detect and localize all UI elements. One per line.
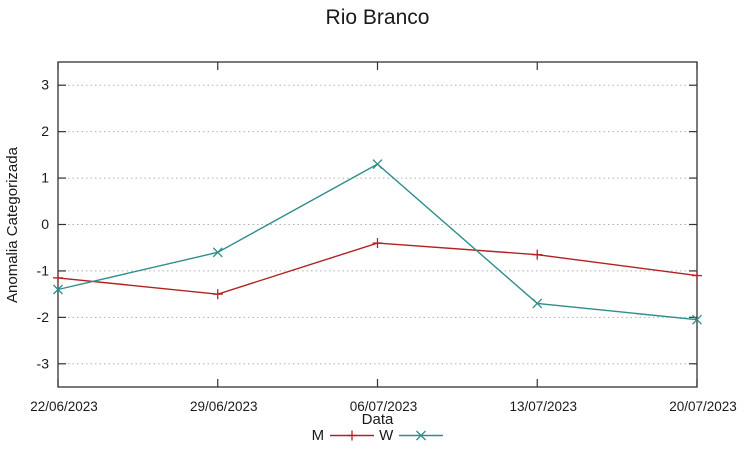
series-line-m xyxy=(57,242,698,295)
legend: M W xyxy=(0,427,752,444)
legend-label-w: W xyxy=(379,427,394,444)
ytick-label: 2 xyxy=(41,123,49,139)
ytick-label: 0 xyxy=(41,216,49,232)
xtick-label: 06/07/2023 xyxy=(350,399,418,414)
xtick-label: 13/07/2023 xyxy=(509,399,577,414)
xtick-label: 22/06/2023 xyxy=(30,399,98,414)
ytick-label: -1 xyxy=(37,262,50,278)
series-w-marker xyxy=(212,247,223,258)
series-w-marker xyxy=(372,159,383,170)
xtick-label: 29/06/2023 xyxy=(190,399,258,414)
legend-sample-m xyxy=(330,430,375,441)
legend-label-m: M xyxy=(311,427,325,444)
x-axis-label: Data xyxy=(361,411,394,428)
ytick-label: -2 xyxy=(37,309,50,325)
series-w-marker xyxy=(53,284,63,295)
series-w-marker xyxy=(532,298,543,309)
chart-title: Rio Branco xyxy=(325,6,430,29)
ytick-label: 1 xyxy=(41,170,49,186)
legend-sample-line xyxy=(416,430,427,441)
xtick-label: 20/07/2023 xyxy=(669,399,737,414)
ytick-label: 3 xyxy=(41,77,49,93)
ytick-label: -3 xyxy=(37,355,50,371)
series-w-marker xyxy=(692,314,702,325)
legend-sample-w xyxy=(399,430,444,441)
